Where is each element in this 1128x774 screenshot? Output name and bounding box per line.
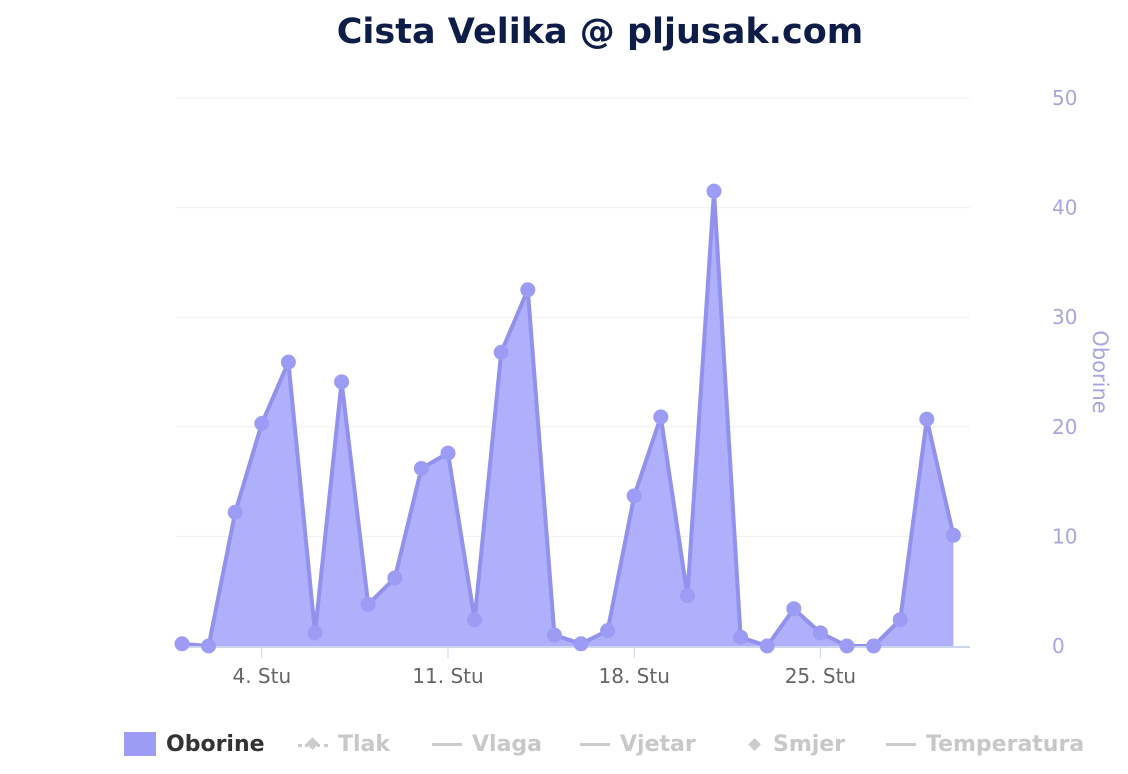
data-point[interactable] [919, 411, 935, 427]
data-point[interactable] [945, 527, 961, 543]
y-tick-label: 30 [1052, 305, 1077, 329]
data-point[interactable] [201, 638, 217, 654]
data-point[interactable] [360, 596, 376, 612]
y-tick-label: 20 [1052, 415, 1077, 439]
grid-lines [176, 97, 970, 537]
data-point[interactable] [254, 416, 270, 432]
data-point[interactable] [653, 409, 669, 425]
y-axis-title: Oborine [1088, 330, 1112, 413]
y-tick-label: 0 [1052, 634, 1065, 658]
data-point[interactable] [812, 625, 828, 641]
data-point[interactable] [227, 504, 243, 520]
legend-label: Oborine [166, 731, 265, 757]
data-point[interactable] [387, 570, 403, 586]
legend-item-temperatura[interactable]: Temperatura [886, 726, 1084, 762]
data-point[interactable] [706, 183, 722, 199]
data-point[interactable] [280, 354, 296, 370]
legend-item-tlak[interactable]: Tlak [298, 726, 390, 762]
legend-label: Vjetar [620, 731, 696, 757]
legend-item-oborine[interactable]: Oborine [124, 726, 265, 762]
x-tick-label: 25. Stu [785, 664, 856, 688]
legend-item-vjetar[interactable]: Vjetar [580, 726, 696, 762]
data-point[interactable] [413, 460, 429, 476]
legend-swatch-diamond [748, 737, 761, 751]
data-point[interactable] [786, 601, 802, 617]
legend-swatch-line [432, 742, 462, 746]
data-point[interactable] [866, 638, 882, 654]
data-point[interactable] [626, 488, 642, 504]
area-fill [182, 191, 954, 646]
data-point[interactable] [573, 636, 589, 652]
legend-diamond-marker [306, 736, 319, 750]
legend-swatch-line [886, 742, 916, 746]
legend-swatch-dotted-diamond [298, 736, 328, 750]
data-point[interactable] [759, 638, 775, 654]
legend-label: Vlaga [472, 731, 543, 757]
legend-swatch-box [124, 732, 156, 756]
series-area [181, 189, 956, 648]
data-point[interactable] [493, 344, 509, 360]
legend-item-smjer[interactable]: Smjer [746, 726, 845, 762]
data-point[interactable] [892, 612, 908, 628]
data-point[interactable] [839, 638, 855, 654]
data-point[interactable] [546, 627, 562, 643]
legend-label: Tlak [338, 731, 391, 757]
legend-item-vlaga[interactable]: Vlaga [432, 726, 542, 762]
data-point[interactable] [520, 282, 536, 298]
x-axis-ticks: 4. Stu 11. Stu 18. Stu 25. Stu [232, 648, 856, 688]
data-point[interactable] [334, 374, 350, 390]
y-tick-label: 40 [1052, 196, 1077, 220]
data-point[interactable] [679, 588, 695, 604]
legend-label: Temperatura [926, 731, 1085, 757]
data-point[interactable] [733, 629, 749, 645]
chart-title: Cista Velika @ pljusak.com [336, 12, 864, 52]
data-point[interactable] [174, 636, 190, 652]
x-tick-label: 4. Stu [232, 664, 291, 688]
y-axis-ticks: 0 10 20 30 40 50 [1052, 86, 1077, 658]
legend: Oborine Tlak Vlaga Vjetar Smjer Temperatura [0, 726, 1128, 762]
data-point[interactable] [600, 623, 616, 639]
x-tick-label: 18. Stu [599, 664, 670, 688]
y-tick-label: 10 [1052, 524, 1077, 548]
data-point[interactable] [467, 612, 483, 628]
data-point[interactable] [440, 445, 456, 461]
x-tick-label: 11. Stu [412, 664, 483, 688]
legend-label: Smjer [773, 731, 846, 757]
series-points[interactable] [174, 183, 961, 654]
y-tick-label: 50 [1052, 86, 1077, 110]
legend-swatch-line [580, 742, 610, 746]
data-point[interactable] [307, 625, 323, 641]
